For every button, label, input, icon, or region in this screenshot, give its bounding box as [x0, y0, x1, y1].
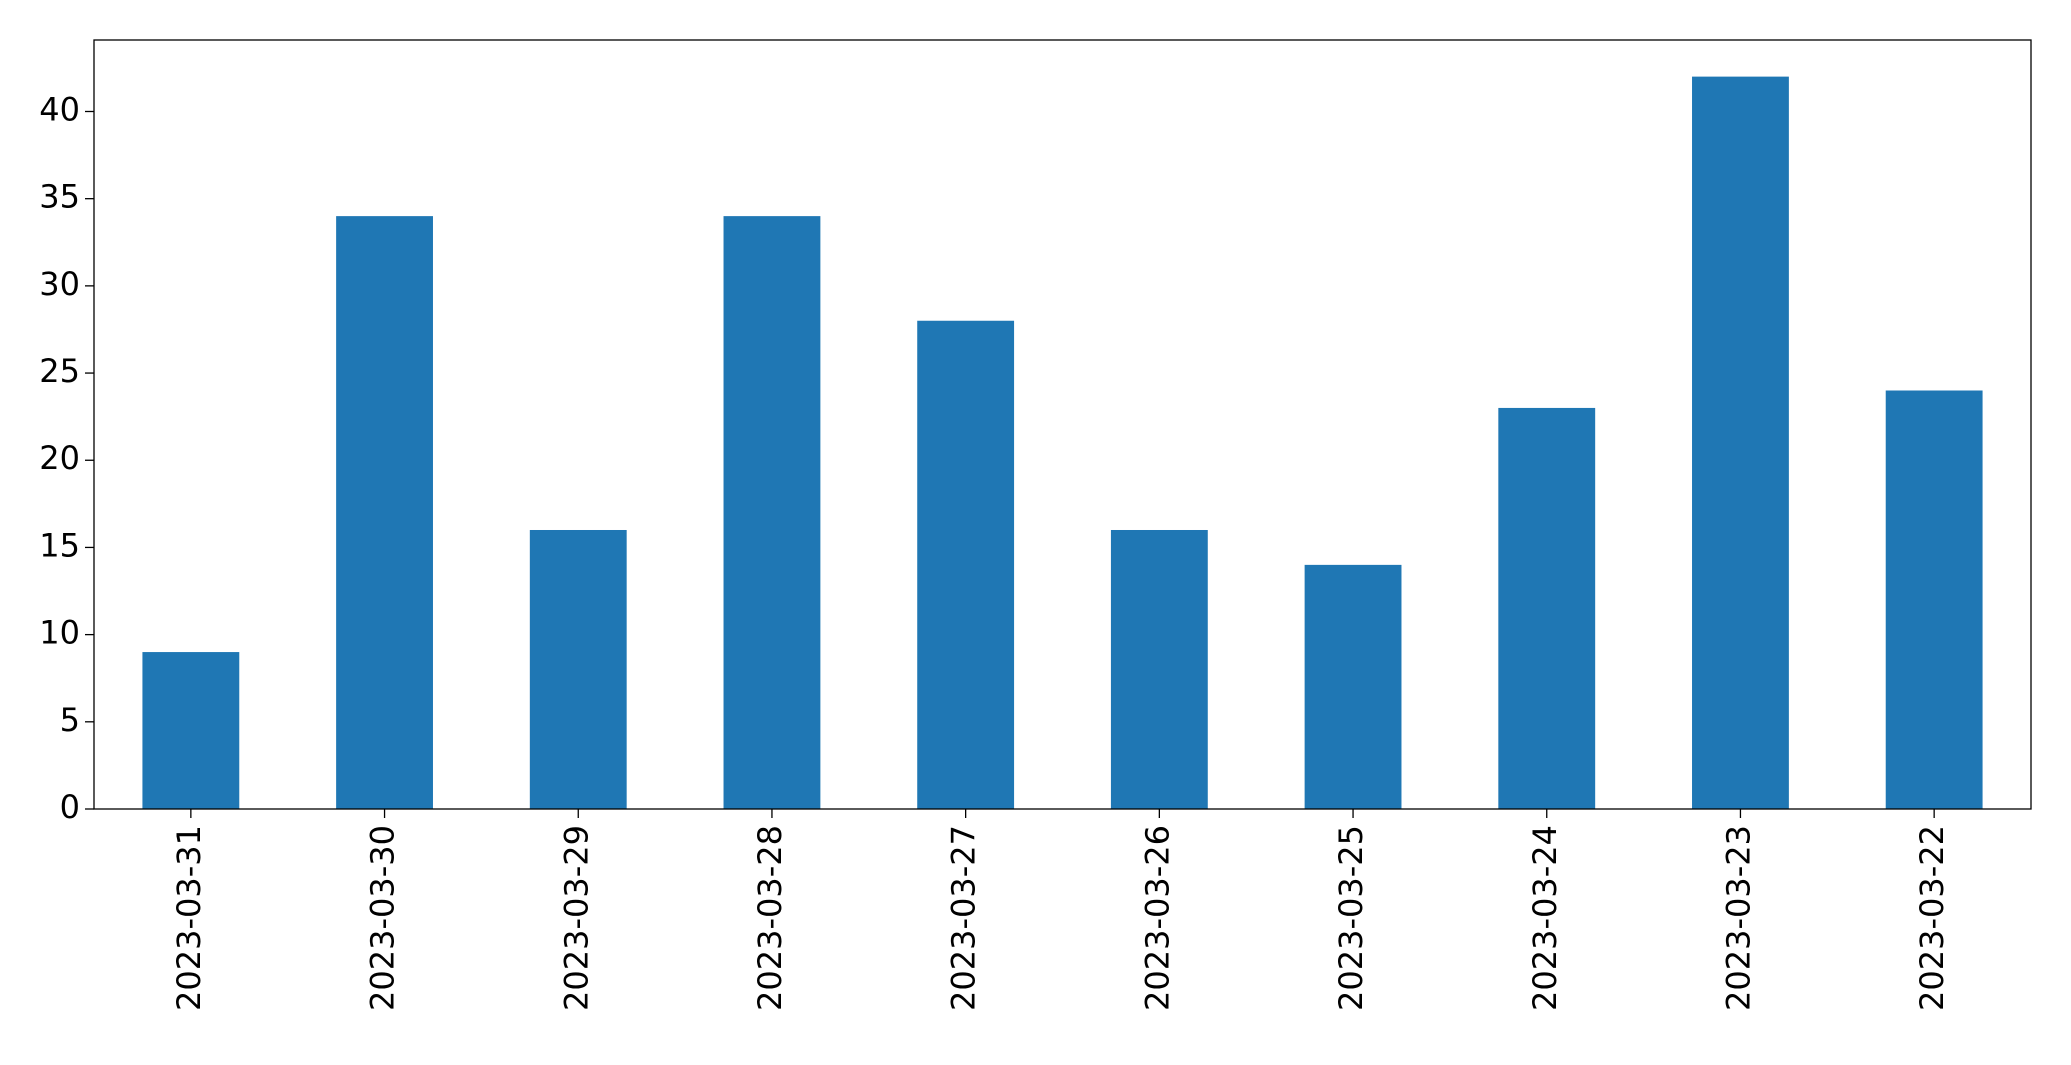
x-tick-label: 2023-03-31	[170, 825, 208, 1011]
bar	[142, 652, 240, 809]
bar	[1110, 529, 1208, 809]
bar	[1304, 564, 1402, 809]
x-tick-label: 2023-03-22	[1913, 825, 1951, 1011]
y-tick-label: 0	[60, 788, 80, 826]
x-tick-label: 2023-03-24	[1526, 825, 1564, 1011]
y-tick-label: 30	[39, 265, 80, 303]
x-tick-label: 2023-03-29	[557, 825, 595, 1011]
bar	[723, 216, 821, 809]
bar	[1885, 390, 1983, 809]
plot-frame	[93, 39, 2032, 810]
x-tick-label: 2023-03-30	[364, 825, 402, 1011]
y-tick-label: 25	[39, 352, 80, 390]
y-tick-label: 15	[39, 526, 80, 564]
bar	[917, 320, 1015, 809]
y-tick-label: 5	[60, 701, 80, 739]
y-tick-label: 10	[39, 614, 80, 652]
bar	[1498, 407, 1596, 809]
y-tick-label: 35	[39, 178, 80, 216]
x-tick-label: 2023-03-28	[751, 825, 789, 1011]
bar	[336, 216, 433, 809]
x-tick-label: 2023-03-23	[1719, 825, 1757, 1011]
bar	[529, 529, 627, 809]
bar	[1692, 76, 1789, 810]
x-tick-label: 2023-03-27	[945, 825, 983, 1011]
x-tick-label: 2023-03-26	[1138, 825, 1176, 1011]
y-tick-label: 20	[39, 439, 80, 477]
x-tick-label: 2023-03-25	[1332, 825, 1370, 1011]
y-tick-label: 40	[39, 90, 80, 128]
